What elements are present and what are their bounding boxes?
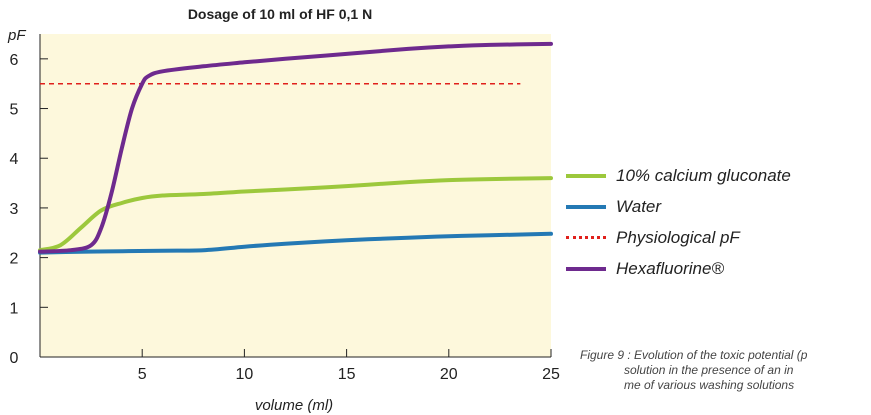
caption-line-3: me of various washing solutions bbox=[624, 378, 795, 392]
y-tick-label: 1 bbox=[10, 300, 19, 317]
legend-swatch-physiological-pf bbox=[566, 236, 606, 239]
series-line-hexafluorine bbox=[38, 41, 553, 254]
series-line-10-calcium-gluconate bbox=[38, 176, 553, 253]
x-tick-label: 15 bbox=[338, 366, 356, 383]
axes bbox=[39, 34, 551, 358]
ticks: 0 1 2 3 4 5 6 5 10 15 20 25 bbox=[10, 52, 560, 383]
legend-item-physiological-pf: Physiological pF bbox=[566, 222, 871, 253]
legend-item-calcium-gluconate: 10% calcium gluconate bbox=[566, 160, 871, 191]
y-axis-label: pF bbox=[7, 27, 26, 44]
legend: 10% calcium gluconate Water Physiologica… bbox=[566, 160, 871, 284]
legend-item-hexafluorine: Hexafluorine® bbox=[566, 253, 871, 284]
legend-swatch-calcium-gluconate bbox=[566, 173, 606, 178]
y-tick-label: 0 bbox=[10, 350, 19, 367]
caption-line-1: Figure 9 : Evolution of the toxic potent… bbox=[580, 348, 808, 362]
caption-line-2: solution in the presence of an in bbox=[624, 363, 794, 377]
x-tick-label: 5 bbox=[138, 366, 147, 383]
y-tick-label: 6 bbox=[10, 52, 19, 69]
y-tick-label: 2 bbox=[10, 251, 19, 268]
x-tick-label: 25 bbox=[542, 366, 560, 383]
y-tick-label: 3 bbox=[10, 201, 19, 218]
plot-area bbox=[40, 34, 551, 357]
y-tick-label: 5 bbox=[10, 102, 19, 119]
x-axis-label: volume (ml) bbox=[255, 397, 333, 414]
figure-caption: Figure 9 : Evolution of the toxic potent… bbox=[580, 348, 871, 393]
legend-swatch-hexafluorine bbox=[566, 266, 606, 271]
x-tick-label: 10 bbox=[236, 366, 254, 383]
legend-swatch-water bbox=[566, 204, 606, 209]
y-tick-label: 4 bbox=[10, 151, 19, 168]
legend-item-water: Water bbox=[566, 191, 871, 222]
x-tick-label: 20 bbox=[440, 366, 458, 383]
legend-label: Hexafluorine® bbox=[616, 258, 724, 278]
legend-label: Physiological pF bbox=[616, 227, 740, 247]
series-lines bbox=[38, 41, 553, 255]
legend-label: 10% calcium gluconate bbox=[616, 165, 791, 185]
legend-label: Water bbox=[616, 196, 662, 216]
chart-title: Dosage of 10 ml of HF 0,1 N bbox=[188, 6, 372, 22]
series-line-water bbox=[38, 231, 553, 255]
